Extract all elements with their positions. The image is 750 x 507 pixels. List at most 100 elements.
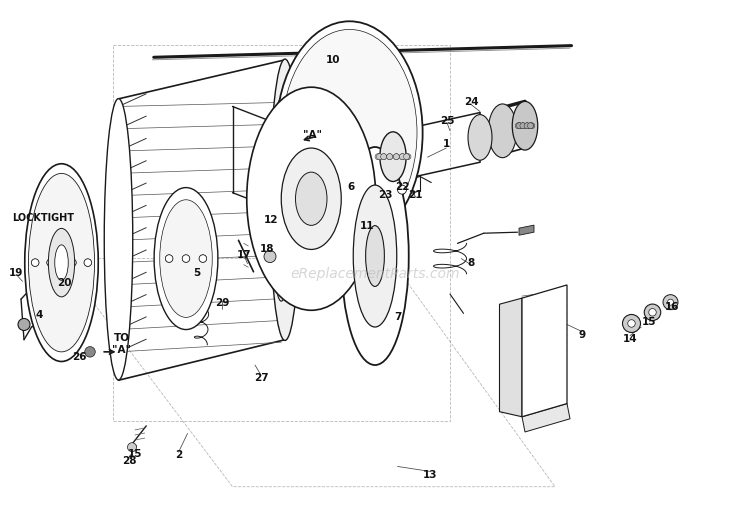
Text: 18: 18 <box>260 244 274 255</box>
Text: 4: 4 <box>35 310 43 320</box>
Text: 6: 6 <box>347 182 355 192</box>
Text: 21: 21 <box>408 190 423 200</box>
Text: 8: 8 <box>467 258 475 268</box>
Ellipse shape <box>271 98 292 301</box>
Ellipse shape <box>341 147 409 365</box>
Text: 28: 28 <box>122 456 136 466</box>
Polygon shape <box>519 225 534 235</box>
Ellipse shape <box>247 87 376 310</box>
Polygon shape <box>522 404 570 432</box>
Polygon shape <box>522 285 567 417</box>
Circle shape <box>517 123 523 129</box>
Text: 29: 29 <box>214 298 230 308</box>
Circle shape <box>644 304 661 320</box>
Circle shape <box>32 259 39 266</box>
Circle shape <box>515 123 521 129</box>
Text: 9: 9 <box>578 330 586 340</box>
Circle shape <box>381 154 387 160</box>
Circle shape <box>527 123 533 129</box>
Text: 14: 14 <box>622 334 638 344</box>
Circle shape <box>182 255 190 262</box>
Circle shape <box>182 255 190 262</box>
Circle shape <box>404 154 410 160</box>
Ellipse shape <box>468 115 492 160</box>
Circle shape <box>527 123 533 129</box>
Circle shape <box>405 154 411 160</box>
Circle shape <box>524 123 530 129</box>
Circle shape <box>84 259 92 266</box>
Text: 25: 25 <box>440 116 454 126</box>
Text: LOCKTIGHT: LOCKTIGHT <box>13 213 74 223</box>
Circle shape <box>529 123 535 129</box>
Text: 7: 7 <box>394 312 401 322</box>
Text: 1: 1 <box>442 139 450 150</box>
Ellipse shape <box>25 164 98 361</box>
Ellipse shape <box>488 104 517 158</box>
Ellipse shape <box>380 132 406 182</box>
Circle shape <box>200 255 207 262</box>
Circle shape <box>165 255 172 262</box>
Circle shape <box>376 154 382 160</box>
Text: 11: 11 <box>360 221 375 231</box>
Text: 23: 23 <box>378 190 393 200</box>
Text: 26: 26 <box>72 352 87 362</box>
Ellipse shape <box>353 185 397 327</box>
Circle shape <box>387 154 393 160</box>
Circle shape <box>517 123 523 129</box>
Circle shape <box>84 259 92 266</box>
Circle shape <box>18 318 30 331</box>
Circle shape <box>520 123 526 129</box>
Text: 2: 2 <box>175 450 182 460</box>
Text: "A": "A" <box>302 130 322 140</box>
Circle shape <box>622 314 640 333</box>
Circle shape <box>387 154 393 160</box>
Circle shape <box>375 154 381 160</box>
Text: 16: 16 <box>664 302 680 312</box>
Text: 17: 17 <box>237 249 252 260</box>
Text: 24: 24 <box>464 97 478 107</box>
Ellipse shape <box>160 200 212 317</box>
Text: 12: 12 <box>264 215 279 225</box>
Ellipse shape <box>28 173 94 352</box>
Circle shape <box>46 259 54 266</box>
Circle shape <box>668 299 674 305</box>
Circle shape <box>628 320 635 327</box>
Text: 15: 15 <box>642 317 657 328</box>
Ellipse shape <box>512 101 538 150</box>
Circle shape <box>520 123 526 129</box>
Circle shape <box>393 154 399 160</box>
Text: 20: 20 <box>57 278 72 288</box>
Ellipse shape <box>104 98 133 380</box>
Circle shape <box>32 259 39 266</box>
Ellipse shape <box>48 228 74 297</box>
Circle shape <box>398 185 406 194</box>
Circle shape <box>264 250 276 263</box>
Text: 27: 27 <box>254 373 268 383</box>
Polygon shape <box>500 298 522 417</box>
Circle shape <box>85 347 95 357</box>
Text: 19: 19 <box>9 268 24 278</box>
Circle shape <box>524 123 530 129</box>
Circle shape <box>393 154 399 160</box>
Circle shape <box>69 259 76 266</box>
Text: 5: 5 <box>194 268 201 278</box>
Text: 22: 22 <box>394 182 410 192</box>
Ellipse shape <box>281 148 341 249</box>
Circle shape <box>404 154 410 160</box>
Text: 10: 10 <box>326 55 340 65</box>
Text: 15: 15 <box>128 449 142 459</box>
Ellipse shape <box>276 21 423 244</box>
Ellipse shape <box>282 29 417 236</box>
Circle shape <box>399 154 405 160</box>
Circle shape <box>46 259 54 266</box>
Circle shape <box>663 295 678 310</box>
Circle shape <box>165 255 172 262</box>
Circle shape <box>200 255 207 262</box>
Circle shape <box>69 259 76 266</box>
Ellipse shape <box>296 172 327 225</box>
Ellipse shape <box>270 59 300 341</box>
Circle shape <box>128 443 136 452</box>
Ellipse shape <box>366 226 384 286</box>
Text: TO
"A": TO "A" <box>112 333 131 354</box>
Ellipse shape <box>55 245 68 280</box>
